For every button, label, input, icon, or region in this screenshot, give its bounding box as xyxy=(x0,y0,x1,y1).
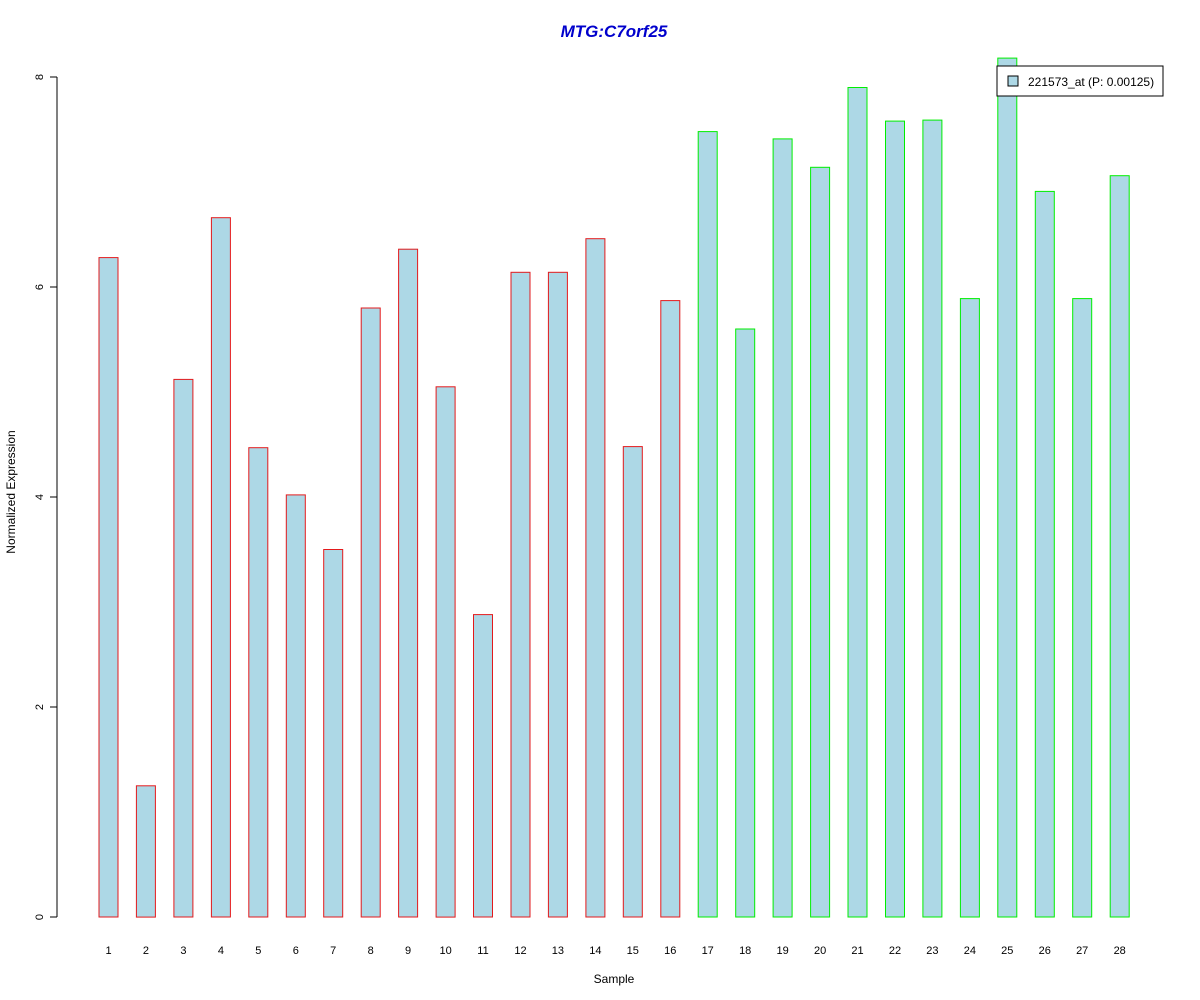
x-tick-label: 16 xyxy=(664,945,676,957)
x-tick-label: 10 xyxy=(439,945,451,957)
x-tick-label: 17 xyxy=(702,945,714,957)
x-tick-label: 27 xyxy=(1076,945,1088,957)
x-axis-label: Sample xyxy=(594,972,635,986)
bar-sample-7 xyxy=(323,549,344,918)
bar-sample-19 xyxy=(772,138,793,918)
x-tick-labels: 1 2 3 4 5 6 7 8 9 10 11 12 13 14 15 16 17 18 19 20 21 22 23 24 2… xyxy=(105,945,1125,957)
bar-sample-12 xyxy=(510,271,531,918)
x-tick-label: 3 xyxy=(180,945,186,957)
x-tick-label: 20 xyxy=(814,945,826,957)
bar-sample-24 xyxy=(959,298,980,918)
bar-sample-1 xyxy=(98,257,119,918)
x-tick-label: 1 xyxy=(105,945,111,957)
x-tick-label: 4 xyxy=(218,945,224,957)
x-tick-label: 25 xyxy=(1001,945,1013,957)
y-axis: 0 2 4 6 8 xyxy=(34,74,58,920)
bar-sample-13 xyxy=(547,271,568,918)
bar-sample-23 xyxy=(922,119,943,918)
x-tick-label: 13 xyxy=(552,945,564,957)
bars-group xyxy=(98,57,1130,918)
bar-sample-25 xyxy=(997,57,1018,918)
bar-sample-26 xyxy=(1034,190,1055,918)
x-tick-label: 14 xyxy=(589,945,601,957)
y-tick-label: 4 xyxy=(34,494,46,500)
x-tick-label: 28 xyxy=(1114,945,1126,957)
bar-sample-11 xyxy=(473,614,493,918)
legend: 221573_at (P: 0.00125) xyxy=(996,65,1164,97)
x-tick-label: 6 xyxy=(293,945,299,957)
chart-title: MTG:C7orf25 xyxy=(561,22,668,41)
bar-sample-9 xyxy=(398,248,419,918)
bar-sample-21 xyxy=(847,87,868,918)
y-tick-label: 2 xyxy=(34,704,46,710)
bar-sample-6 xyxy=(285,494,306,918)
x-tick-label: 19 xyxy=(776,945,788,957)
bar-sample-5 xyxy=(248,447,269,918)
x-tick-label: 11 xyxy=(477,945,488,957)
legend-swatch xyxy=(1007,75,1019,87)
bar-sample-10 xyxy=(435,386,456,918)
y-tick-label: 8 xyxy=(34,74,46,80)
x-tick-label: 5 xyxy=(255,945,261,957)
y-tick-label: 0 xyxy=(34,914,46,920)
x-tick-label: 8 xyxy=(368,945,374,957)
x-tick-label: 21 xyxy=(851,945,863,957)
bar-sample-20 xyxy=(810,166,831,918)
x-tick-label: 18 xyxy=(739,945,751,957)
bar-sample-8 xyxy=(360,307,381,918)
bar-sample-14 xyxy=(585,238,606,918)
bar-sample-2 xyxy=(135,785,156,918)
x-tick-label: 2 xyxy=(143,945,149,957)
legend-box xyxy=(996,65,1164,97)
x-tick-label: 24 xyxy=(964,945,976,957)
x-tick-label: 15 xyxy=(627,945,639,957)
bar-sample-15 xyxy=(622,446,643,918)
y-tick-label: 6 xyxy=(34,284,46,290)
bar-sample-16 xyxy=(660,300,681,918)
bar-sample-18 xyxy=(735,328,756,918)
bar-sample-4 xyxy=(210,217,231,918)
bar-sample-3 xyxy=(173,378,194,918)
x-tick-label: 9 xyxy=(405,945,411,957)
y-axis-label: Normalized Expression xyxy=(4,430,18,553)
legend-label: 221573_at (P: 0.00125) xyxy=(1028,75,1154,89)
bar-sample-28 xyxy=(1109,175,1130,918)
x-tick-label: 7 xyxy=(330,945,336,957)
bar-sample-17 xyxy=(697,131,718,918)
x-tick-label: 22 xyxy=(889,945,901,957)
x-tick-label: 12 xyxy=(514,945,526,957)
x-tick-label: 26 xyxy=(1039,945,1051,957)
x-tick-label: 23 xyxy=(926,945,938,957)
bar-sample-27 xyxy=(1072,298,1093,918)
bar-sample-22 xyxy=(885,120,905,918)
